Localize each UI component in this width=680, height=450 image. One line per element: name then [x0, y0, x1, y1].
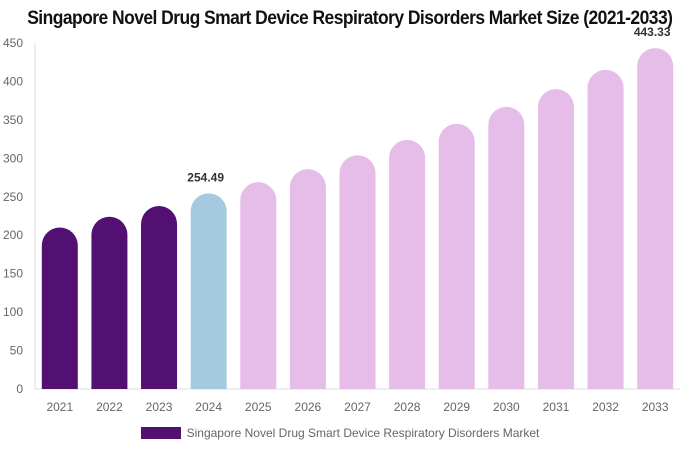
- data-label: 443.33: [634, 25, 671, 39]
- bar-2029: [438, 123, 475, 389]
- bar-2033: [637, 48, 674, 390]
- bar-2023: [141, 206, 178, 389]
- y-tick-label: 200: [3, 228, 23, 242]
- x-tick-label: 2022: [96, 400, 123, 414]
- bar-2026: [289, 169, 326, 389]
- bar-2022: [91, 216, 128, 389]
- x-tick-label: 2021: [46, 400, 73, 414]
- y-tick-label: 350: [3, 113, 23, 127]
- x-tick-label: 2028: [394, 400, 421, 414]
- y-tick-label: 300: [3, 151, 23, 165]
- x-tick-label: 2027: [344, 400, 371, 414]
- legend-swatch: [140, 427, 181, 439]
- bar-2031: [537, 89, 574, 389]
- y-tick-label: 100: [3, 305, 23, 319]
- x-tick-label: 2032: [592, 400, 619, 414]
- bar-2024: [190, 193, 227, 389]
- bar-2028: [389, 139, 426, 389]
- x-tick-label: 2023: [146, 400, 173, 414]
- x-tick-label: 2025: [245, 400, 272, 414]
- y-tick-label: 150: [3, 267, 23, 281]
- bar-2025: [240, 182, 277, 389]
- y-tick-label: 50: [10, 344, 24, 358]
- x-tick-label: 2030: [493, 400, 520, 414]
- data-label: 254.49: [187, 170, 224, 184]
- legend: Singapore Novel Drug Smart Device Respir…: [0, 426, 680, 440]
- x-tick-label: 2026: [295, 400, 322, 414]
- x-tick-label: 2033: [642, 400, 669, 414]
- bar-2027: [339, 155, 376, 389]
- x-tick-label: 2031: [543, 400, 570, 414]
- bar-2032: [587, 69, 624, 390]
- x-tick-label: 2024: [195, 400, 222, 414]
- bar-2030: [488, 106, 525, 389]
- y-tick-label: 450: [3, 36, 23, 50]
- chart-title: Singapore Novel Drug Smart Device Respir…: [27, 8, 673, 29]
- y-tick-label: 250: [3, 190, 23, 204]
- bar-2021: [41, 227, 78, 389]
- y-tick-label: 400: [3, 74, 23, 88]
- legend-label: Singapore Novel Drug Smart Device Respir…: [186, 426, 540, 440]
- x-tick-label: 2029: [443, 400, 470, 414]
- y-tick-label: 0: [16, 382, 23, 396]
